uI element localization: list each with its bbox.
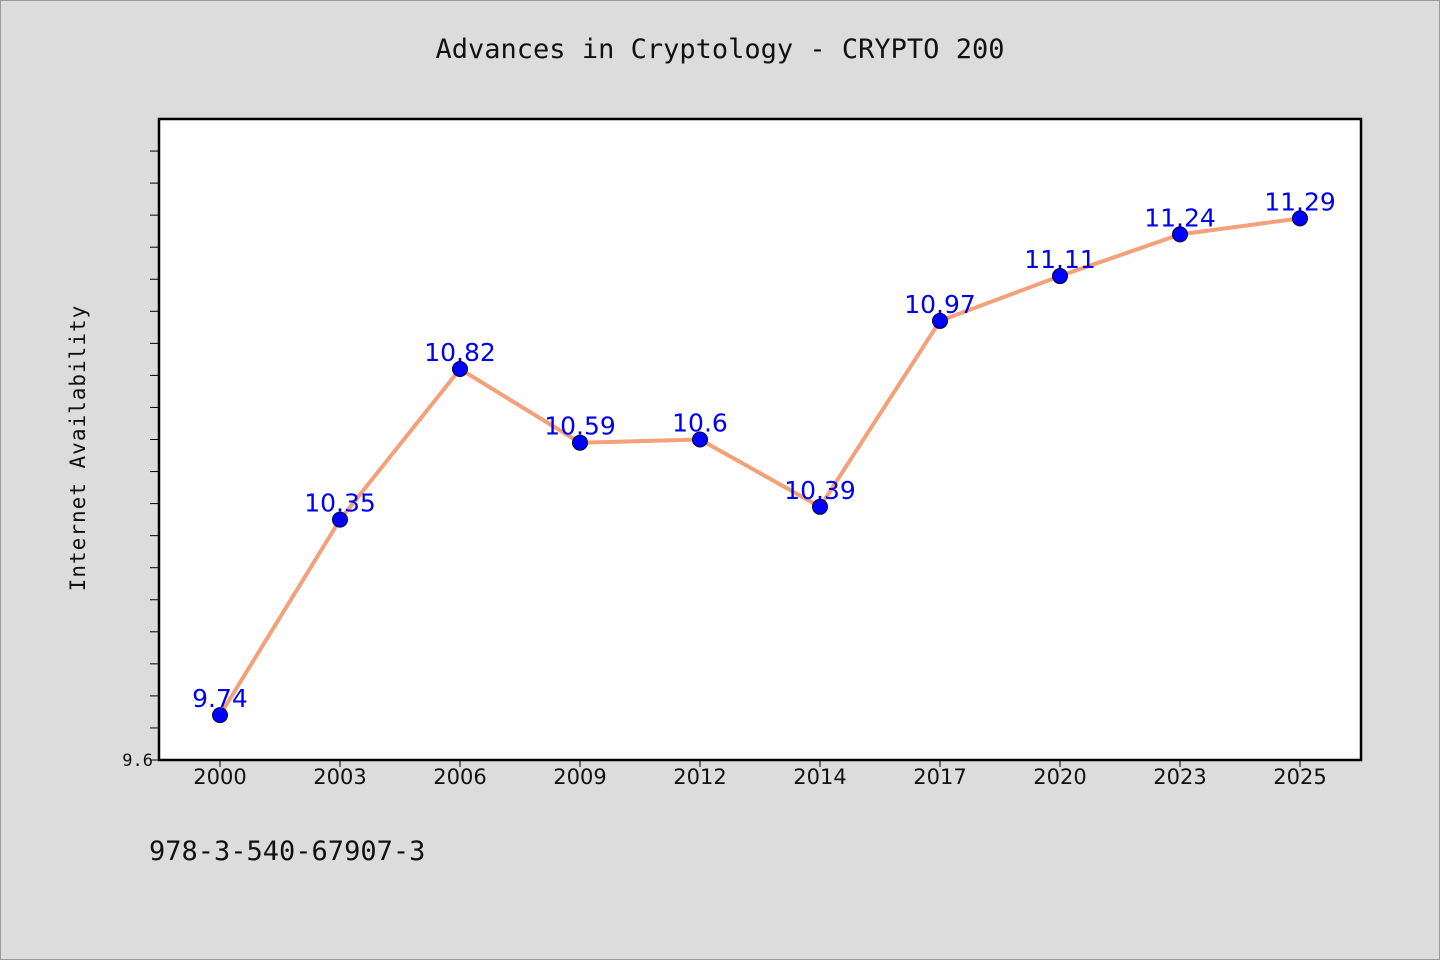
chart-title: Advances in Cryptology - CRYPTO 200	[435, 34, 1005, 65]
x-tick-label: 2000	[193, 765, 246, 789]
data-label: 10.39	[784, 476, 856, 505]
x-tick-label: 2020	[1033, 765, 1086, 789]
data-label: 10.35	[304, 489, 376, 518]
data-labels: 9.74 10.35 10.82 10.59 10.6 10.39 10.97 11.11 11…	[192, 187, 1336, 713]
y-ticks: 9.6	[122, 150, 159, 771]
x-tick-label: 2009	[553, 765, 606, 789]
x-tick-label: 2012	[673, 765, 726, 789]
data-label: 10.59	[544, 412, 616, 441]
data-point	[932, 312, 948, 329]
data-point	[212, 707, 228, 724]
data-label: 11.11	[1024, 245, 1096, 274]
data-label: 10.97	[904, 290, 976, 319]
x-tick-label: 2014	[793, 765, 846, 789]
data-point	[812, 498, 828, 515]
data-point	[1172, 226, 1188, 243]
x-tick-label: 2017	[913, 765, 966, 789]
plot-area	[157, 117, 1363, 762]
x-tick-label: 2025	[1273, 765, 1326, 789]
data-point	[572, 434, 588, 451]
x-ticks: 2000 2003 2006 2009 2012 2014 2017 2020 2023 2025	[193, 760, 1327, 789]
data-point	[452, 360, 468, 377]
y-tick-label: 9.6	[122, 751, 153, 771]
data-label: 11.29	[1264, 187, 1336, 216]
x-tick-label: 2006	[433, 765, 486, 789]
x-tick-label: 2003	[313, 765, 366, 789]
data-label: 10.6	[672, 409, 728, 438]
series-line	[218, 216, 1302, 718]
data-point	[332, 511, 348, 528]
data-label: 9.74	[192, 684, 248, 713]
data-point	[1292, 210, 1308, 227]
isbn-footnote: 978-3-540-67907-3	[149, 836, 426, 867]
data-point	[692, 431, 708, 448]
series-group	[212, 210, 1308, 724]
data-label: 10.82	[424, 338, 496, 367]
data-point	[1052, 268, 1068, 285]
data-label: 11.24	[1144, 203, 1216, 232]
x-tick-label: 2023	[1153, 765, 1206, 789]
